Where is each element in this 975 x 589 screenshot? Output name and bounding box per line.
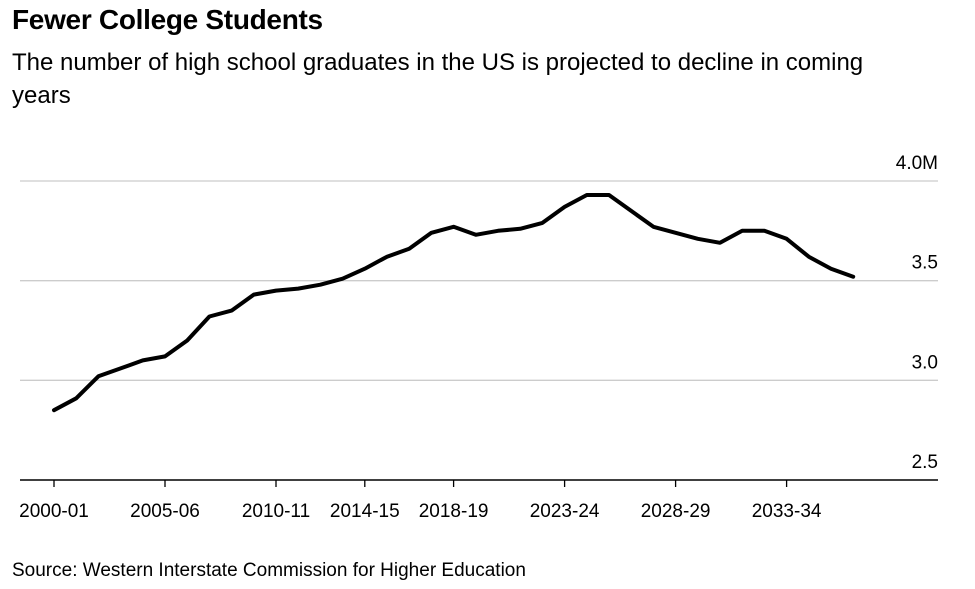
series-layer (52, 193, 856, 413)
x-tick-label: 2033-34 (752, 501, 822, 522)
x-tick-label: 2000-01 (19, 501, 89, 522)
y-tick-label: 3.5 (912, 253, 938, 274)
series-line-graduates (52, 193, 856, 413)
y-tick-label: 2.5 (912, 452, 938, 473)
source-note: Source: Western Interstate Commission fo… (12, 560, 526, 581)
x-tick-label: 2005-06 (130, 501, 200, 522)
y-tick-label: 4.0M (896, 153, 938, 174)
x-tick-label: 2028-29 (641, 501, 711, 522)
y-tick-labels: 2.5 3.0 3.5 4.0M (896, 153, 938, 473)
y-tick-label: 3.0 (912, 352, 938, 373)
x-axis (20, 479, 938, 487)
x-tick-label: 2018-19 (419, 501, 489, 522)
x-tick-labels: 2000-01 2005-06 2010-11 2014-15 2018-19 2023-… (19, 501, 822, 522)
x-tick-label: 2014-15 (330, 501, 400, 522)
chart-subtitle: The number of high school graduates in t… (12, 49, 864, 109)
chart-title: Fewer College Students (12, 4, 323, 35)
gridlines (20, 180, 938, 381)
x-tick-label: 2010-11 (242, 501, 310, 522)
x-tick-label: 2023-24 (530, 501, 600, 522)
